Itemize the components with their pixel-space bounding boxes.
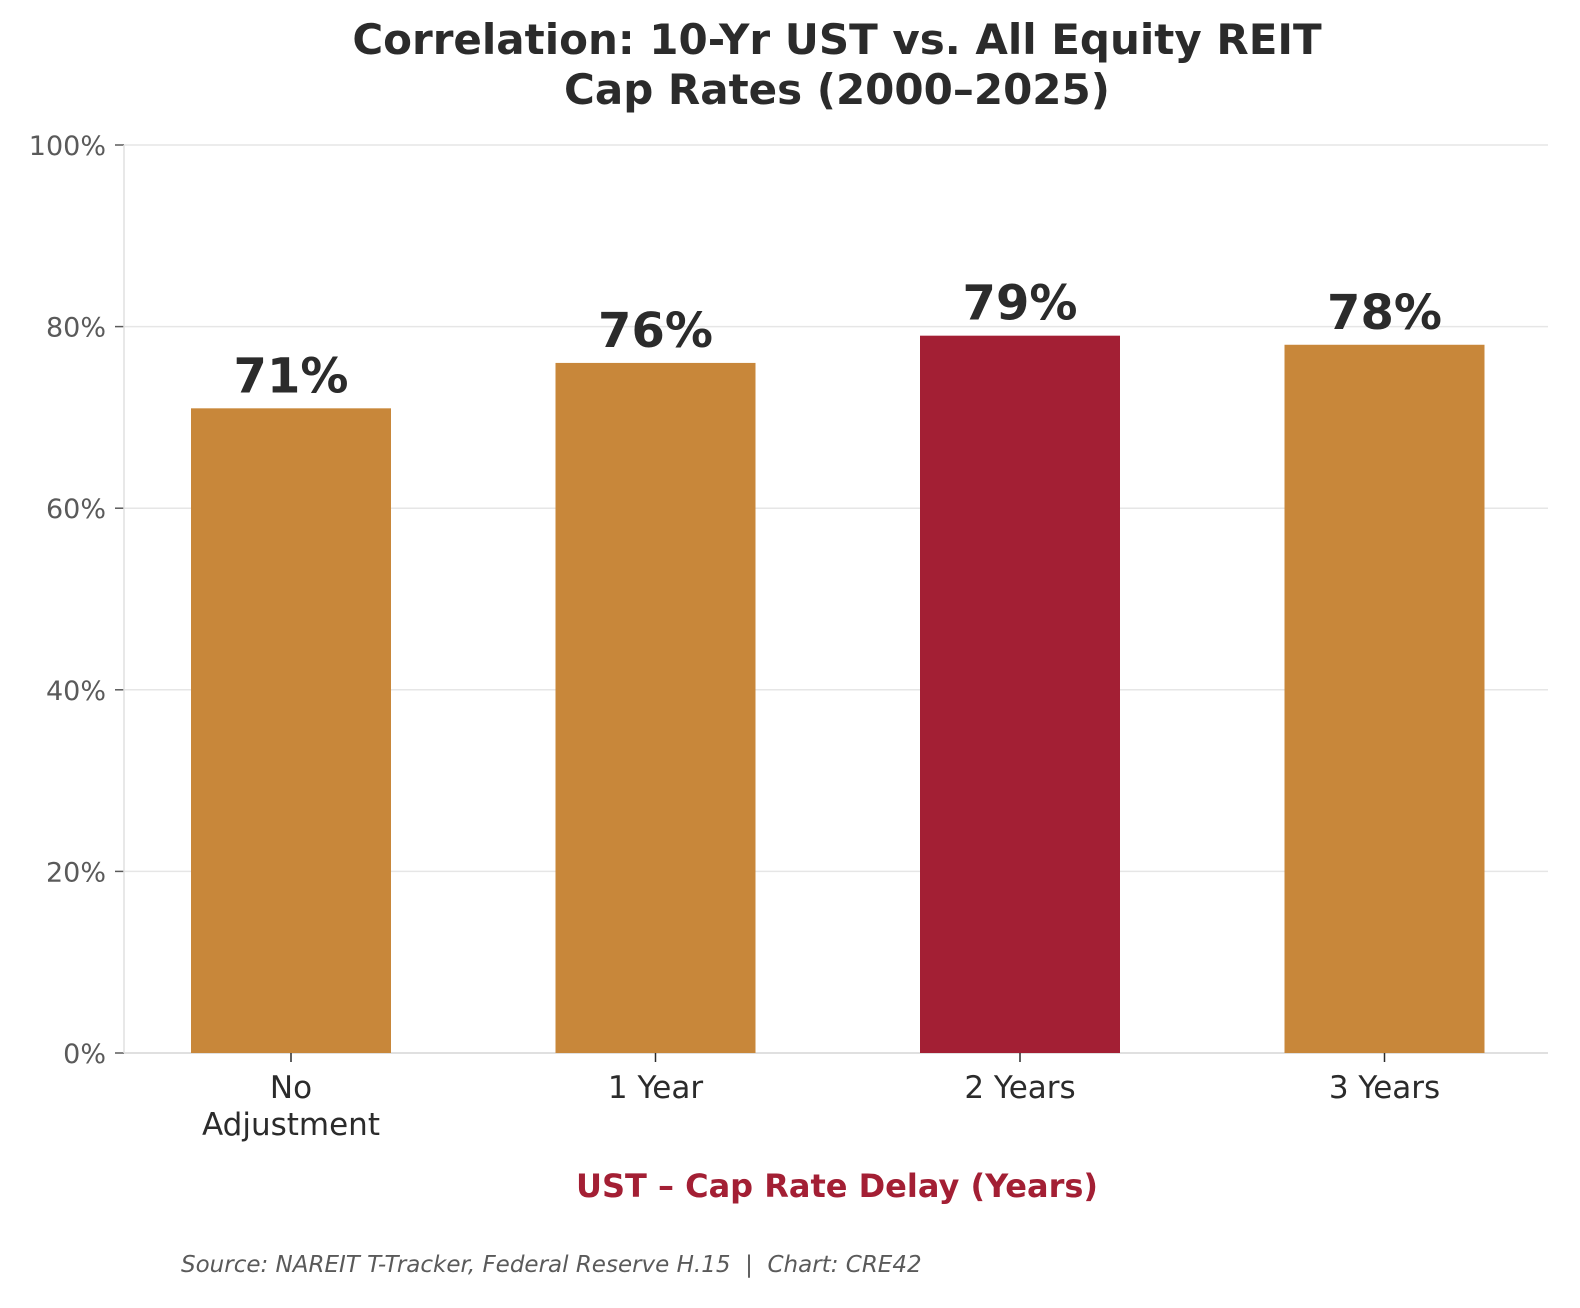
data-labels: 71% 76% 79% 78% <box>234 276 1442 405</box>
x-tick-label-line: 1 Year <box>608 1070 703 1106</box>
x-tick-label-line: Adjustment <box>202 1107 380 1143</box>
bar <box>1284 344 1485 1053</box>
bar-value-label: 71% <box>234 348 349 404</box>
source-note: Source: NAREIT T-Tracker, Federal Reserv… <box>181 1252 922 1278</box>
x-tick-label: 1 Year <box>608 1070 703 1106</box>
x-tick-label: No Adjustment <box>202 1070 380 1143</box>
x-tick-label-line: 2 Years <box>964 1070 1075 1106</box>
y-tick-label: 60% <box>46 494 106 525</box>
bar-value-label: 79% <box>963 276 1078 332</box>
y-tick-label: 0% <box>63 1039 106 1070</box>
bar <box>555 362 756 1053</box>
bar-value-label: 76% <box>598 303 713 359</box>
bar <box>920 335 1120 1053</box>
x-axis-label: UST – Cap Rate Delay (Years) <box>576 1167 1098 1205</box>
chart-title-line: Cap Rates (2000–2025) <box>564 65 1110 114</box>
chart-title-line: Correlation: 10-Yr UST vs. All Equity RE… <box>352 15 1322 64</box>
bars <box>191 335 1485 1053</box>
y-tick-label: 80% <box>46 313 106 344</box>
x-tick-labels: No Adjustment 1 Year 2 Years 3 Years <box>202 1070 1440 1143</box>
x-tick-label-line: 3 Years <box>1329 1070 1440 1106</box>
x-tick-label: 3 Years <box>1329 1070 1440 1106</box>
x-tick-label: 2 Years <box>964 1070 1075 1106</box>
bar-value-label: 78% <box>1327 285 1442 341</box>
y-tick-label: 100% <box>29 131 106 162</box>
chart-title: Correlation: 10-Yr UST vs. All Equity RE… <box>352 15 1322 114</box>
y-tick-label: 20% <box>46 857 106 888</box>
y-tick-label: 40% <box>46 676 106 707</box>
bar <box>191 408 391 1053</box>
x-tick-label-line: No <box>270 1070 312 1106</box>
y-tick-labels: 0% 20% 40% 60% 80% 100% <box>29 131 106 1070</box>
